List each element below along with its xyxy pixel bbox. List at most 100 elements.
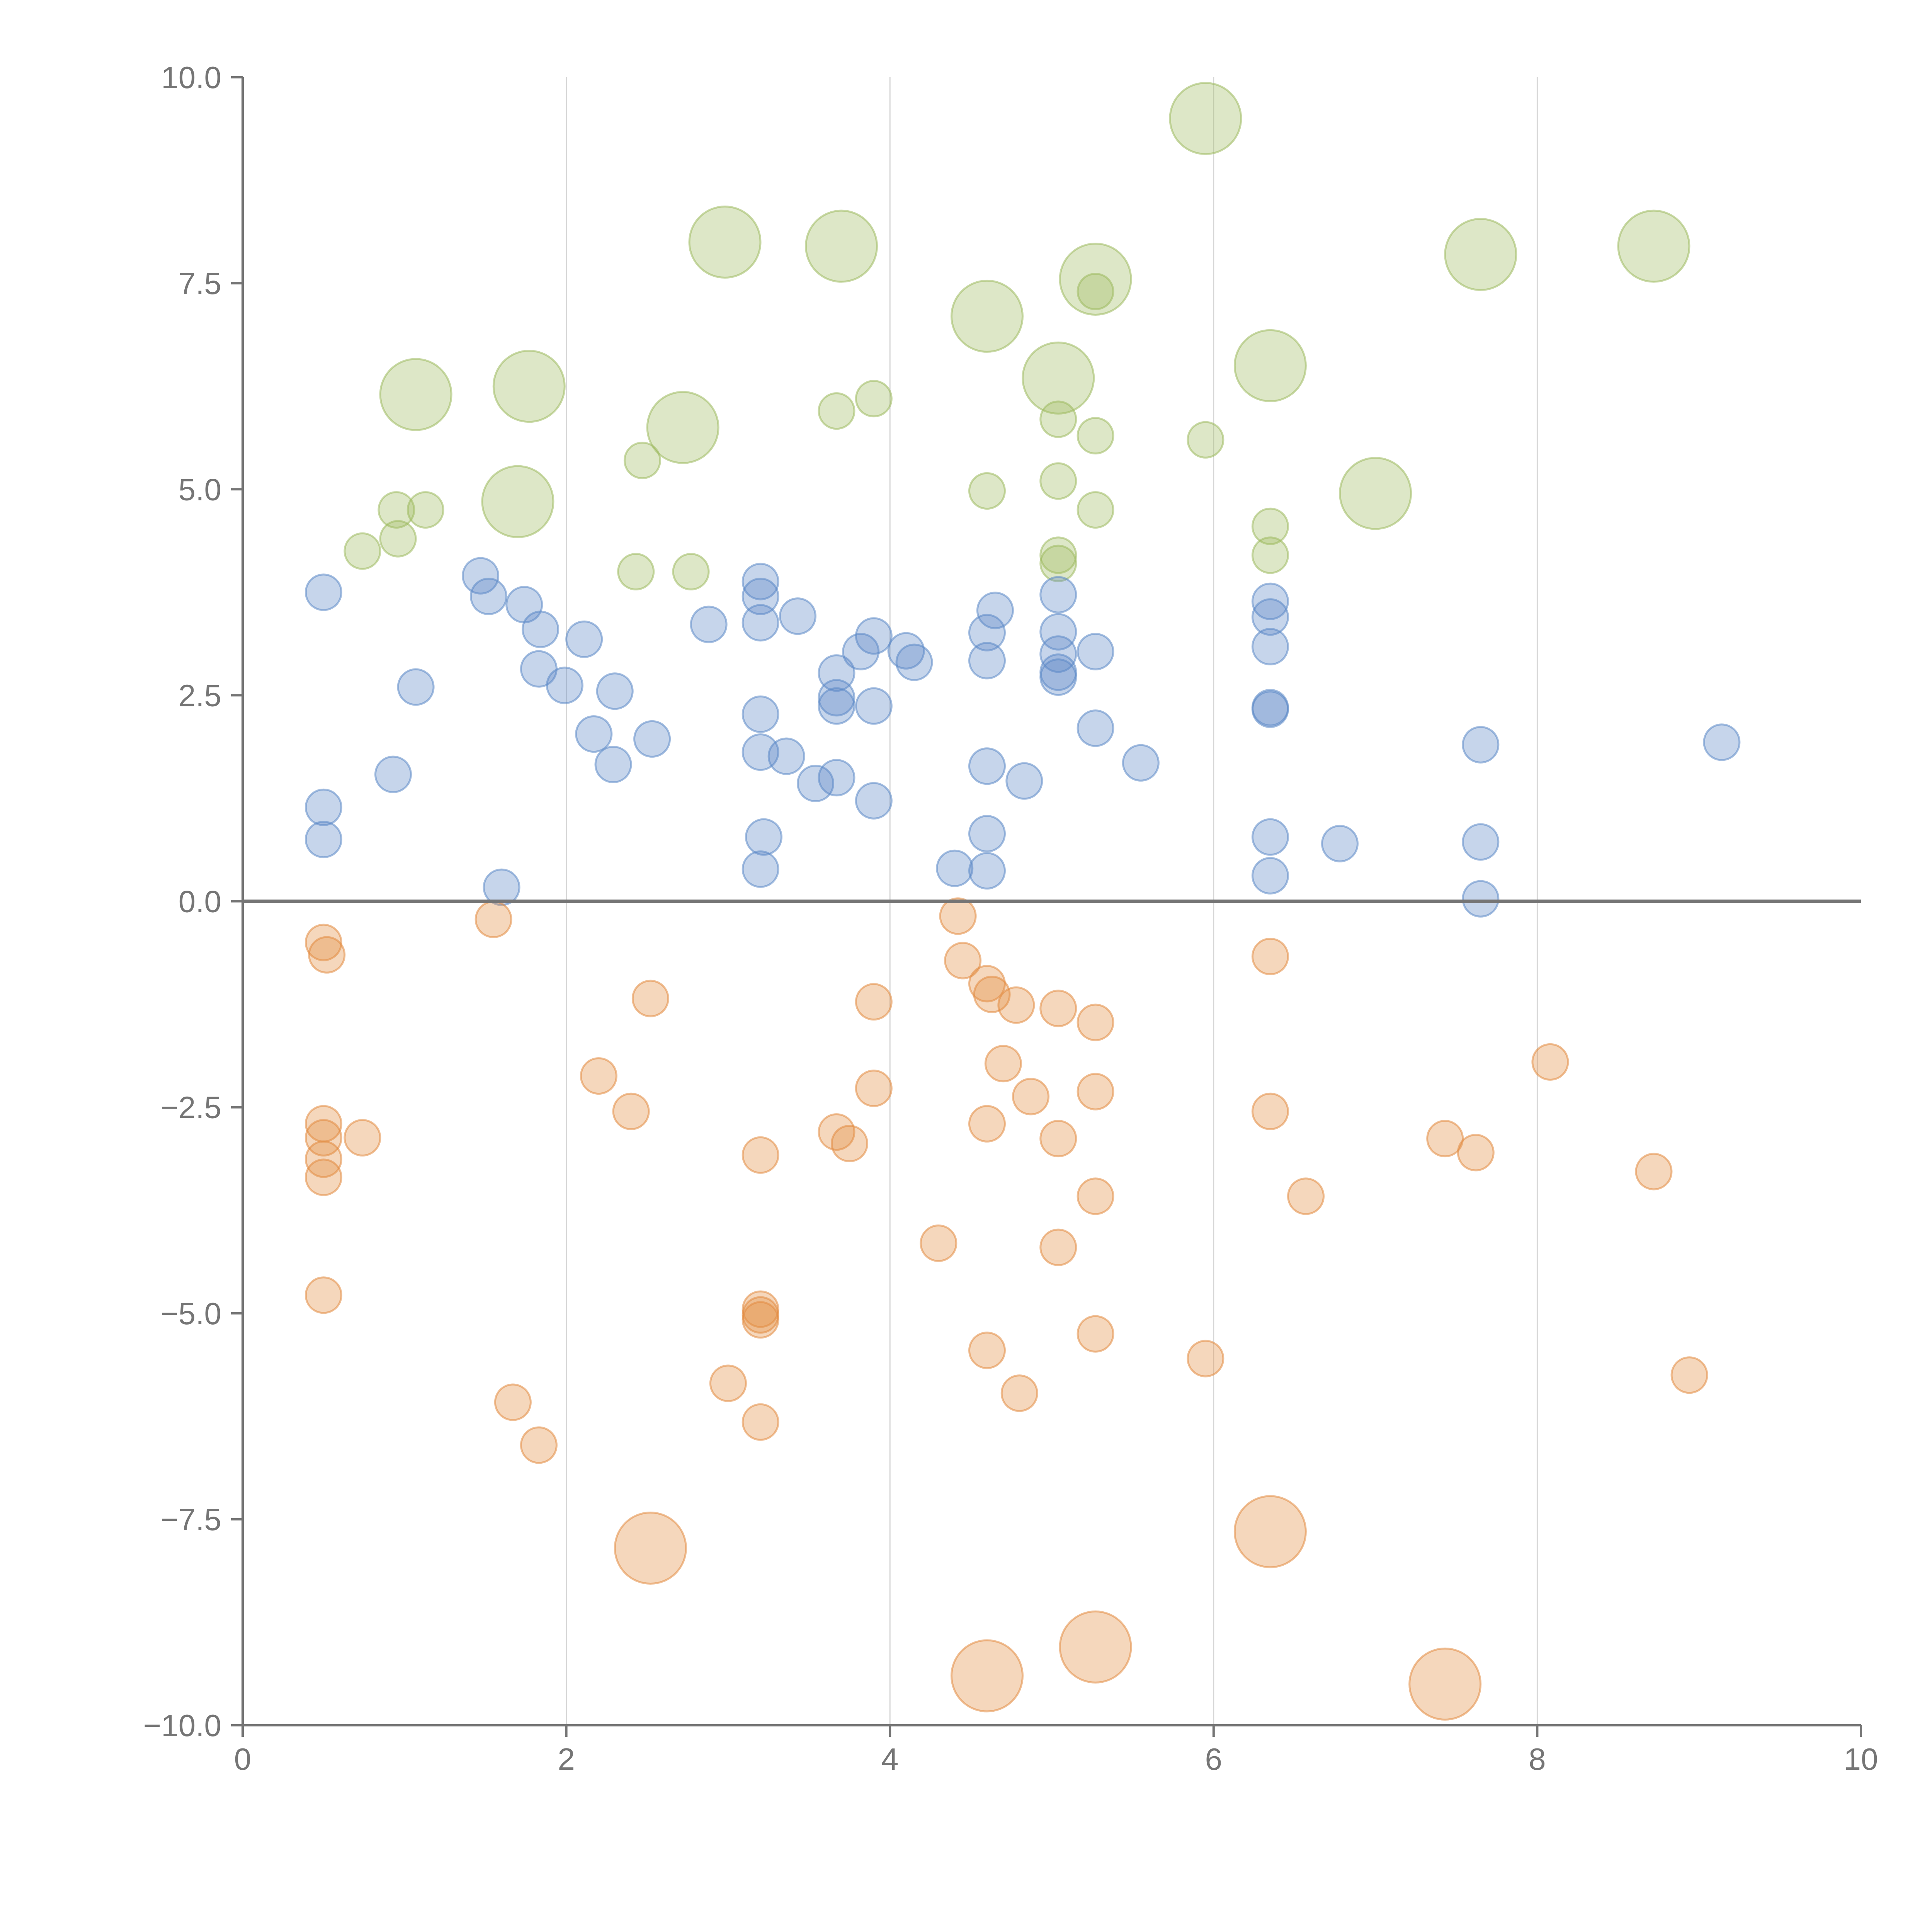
orange-point-55 xyxy=(1408,1647,1482,1721)
orange-point-26 xyxy=(944,942,982,980)
blue-point-52 xyxy=(1077,709,1114,747)
blue-point-54 xyxy=(1251,582,1289,620)
blue-point-17 xyxy=(690,605,728,643)
y-tick-label: −5.0 xyxy=(160,1296,221,1331)
orange-point-48 xyxy=(1531,1043,1569,1081)
orange-point-17 xyxy=(742,1301,779,1339)
orange-point-43 xyxy=(1251,937,1289,975)
blue-point-33 xyxy=(855,782,893,820)
orange-point-9 xyxy=(494,1383,532,1421)
orange-point-22 xyxy=(855,983,893,1021)
green-point-33 xyxy=(672,553,710,590)
blue-point-53 xyxy=(1122,744,1160,782)
blue-point-56 xyxy=(1251,628,1289,666)
orange-point-21 xyxy=(831,1124,868,1162)
orange-point-4 xyxy=(304,1119,342,1157)
orange-point-35 xyxy=(1039,990,1077,1027)
x-tick-label: 8 xyxy=(1529,1742,1546,1776)
orange-point-38 xyxy=(1077,1003,1114,1041)
green-point-1 xyxy=(688,206,762,279)
y-tick-label: −7.5 xyxy=(160,1502,221,1537)
blue-point-40 xyxy=(968,642,1006,680)
green-point-9 xyxy=(1233,329,1307,402)
green-point-20 xyxy=(623,442,661,480)
blue-point-16 xyxy=(483,868,520,906)
blue-point-55 xyxy=(1251,598,1289,636)
blue-point-65 xyxy=(1703,723,1741,761)
green-point-21 xyxy=(968,472,1006,510)
orange-point-40 xyxy=(1077,1177,1114,1215)
orange-point-13 xyxy=(612,1092,650,1130)
orange-point-39 xyxy=(1077,1073,1114,1111)
blue-point-8 xyxy=(546,667,583,704)
orange-point-37 xyxy=(1039,1228,1077,1266)
blue-point-64 xyxy=(1462,880,1500,918)
blue-point-18 xyxy=(742,563,779,600)
orange-point-33 xyxy=(968,1332,1006,1369)
x-tick-label: 6 xyxy=(1205,1742,1223,1776)
orange-point-53 xyxy=(1059,1610,1132,1684)
blue-point-21 xyxy=(779,597,816,635)
blue-point-12 xyxy=(633,720,671,758)
orange-point-31 xyxy=(1012,1078,1050,1116)
orange-point-28 xyxy=(973,975,1011,1013)
x-tick-label: 0 xyxy=(234,1742,252,1776)
green-point-6 xyxy=(950,279,1024,353)
y-tick-label: 2.5 xyxy=(179,678,221,713)
green-point-12 xyxy=(481,465,554,538)
orange-point-11 xyxy=(631,980,669,1017)
orange-point-49 xyxy=(1635,1153,1673,1190)
green-point-24 xyxy=(406,491,444,529)
blue-point-1 xyxy=(462,557,500,595)
green-point-10 xyxy=(1022,341,1095,415)
x-tick-label: 2 xyxy=(558,1742,575,1776)
orange-point-52 xyxy=(1233,1495,1307,1568)
blue-point-51 xyxy=(1077,633,1114,670)
orange-point-6 xyxy=(304,1158,342,1196)
blue-point-14 xyxy=(304,788,342,826)
green-point-23 xyxy=(378,491,415,529)
orange-point-23 xyxy=(855,1070,893,1107)
blue-point-0 xyxy=(304,573,342,611)
blue-point-13 xyxy=(374,755,412,793)
blue-point-44 xyxy=(936,849,974,887)
y-tick-label: 5.0 xyxy=(179,472,221,507)
green-point-13 xyxy=(1339,457,1412,530)
orange-point-1 xyxy=(308,936,346,974)
orange-point-29 xyxy=(997,986,1035,1024)
green-point-17 xyxy=(1039,400,1077,438)
orange-point-2 xyxy=(474,900,512,938)
blue-point-30 xyxy=(818,679,855,717)
green-point-27 xyxy=(344,532,381,570)
green-point-30 xyxy=(1039,536,1077,574)
blue-point-35 xyxy=(855,617,893,655)
green-point-5 xyxy=(1617,209,1690,283)
orange-point-24 xyxy=(920,1224,957,1262)
orange-point-36 xyxy=(1039,1120,1077,1158)
orange-point-54 xyxy=(950,1639,1024,1713)
y-tick-label: −2.5 xyxy=(160,1090,221,1125)
blue-point-25 xyxy=(797,765,835,803)
blue-point-43 xyxy=(968,815,1006,853)
x-tick-label: 10 xyxy=(1844,1742,1878,1776)
green-point-32 xyxy=(617,553,655,590)
blue-point-24 xyxy=(767,737,805,775)
blue-point-34 xyxy=(842,633,880,670)
orange-point-30 xyxy=(984,1045,1022,1083)
orange-point-27 xyxy=(968,965,1006,1003)
green-point-31 xyxy=(1039,544,1077,582)
blue-point-26 xyxy=(818,759,855,797)
y-tick-label: −10.0 xyxy=(143,1708,221,1743)
orange-point-32 xyxy=(968,1105,1006,1143)
orange-point-12 xyxy=(580,1057,617,1095)
green-point-2 xyxy=(805,209,878,283)
blue-point-61 xyxy=(1321,825,1359,862)
blue-point-45 xyxy=(968,852,1006,890)
green-point-8 xyxy=(492,350,566,423)
blue-point-6 xyxy=(397,668,435,706)
blue-point-15 xyxy=(304,821,342,859)
blue-point-37 xyxy=(895,643,933,681)
blue-point-10 xyxy=(575,715,613,753)
